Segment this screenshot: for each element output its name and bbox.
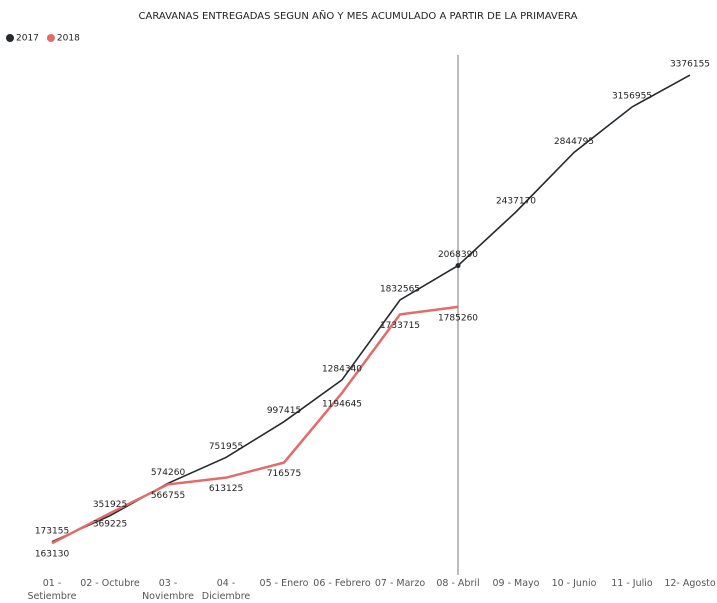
series-line	[51, 74, 691, 543]
x-tick-label: 03 - Noviembre	[142, 578, 194, 602]
x-tick-label: 04 - Diciembre	[201, 578, 251, 602]
data-label: 2844795	[554, 137, 594, 147]
data-label: 1194645	[322, 399, 362, 409]
legend-label: 2018	[57, 34, 80, 44]
x-tick-label: 12- Agosto	[664, 578, 716, 589]
x-tick-label: 05 - Enero	[259, 578, 309, 589]
x-tick-label: 10 - Junio	[551, 578, 597, 589]
x-tick-label: 09 - Mayo	[492, 578, 540, 589]
data-label: 751955	[209, 442, 243, 452]
chart-title: CARAVANAS ENTREGADAS SEGUN AÑO Y MES ACU…	[139, 9, 578, 22]
x-tick-label: 01 - Setiembre	[27, 578, 77, 602]
legend-marker	[46, 34, 55, 42]
data-label: 2068390	[438, 250, 478, 260]
data-label: 173155	[35, 526, 69, 536]
data-label: 3156955	[612, 91, 652, 101]
legend-marker	[6, 34, 14, 42]
data-label: 997415	[267, 406, 301, 416]
data-label: 1284340	[322, 364, 362, 374]
data-label: 716575	[267, 469, 301, 479]
x-tick-label: 07 - Marzo	[374, 578, 426, 589]
data-label: 3376155	[670, 60, 710, 70]
x-tick-label: 06 - Febrero	[313, 578, 371, 589]
data-label: 1733715	[380, 321, 420, 331]
data-label: 163130	[35, 550, 70, 560]
point	[455, 263, 461, 269]
legend-label: 2017	[16, 34, 39, 44]
x-tick-label: 02 - Octubre	[80, 578, 140, 589]
data-label: 369225	[93, 520, 127, 530]
x-tick-label: 08 - Abril	[436, 578, 480, 589]
x-tick-label: 11 - Julio	[611, 578, 653, 589]
series-line	[51, 305, 459, 545]
data-label: 2437170	[496, 196, 536, 206]
data-label: 1785260	[438, 313, 478, 323]
data-label: 613125	[209, 484, 243, 494]
data-label: 566755	[151, 491, 185, 501]
data-label: 351925	[93, 500, 127, 510]
data-label: 1832565	[380, 284, 420, 294]
data-label: 574260	[151, 468, 186, 478]
